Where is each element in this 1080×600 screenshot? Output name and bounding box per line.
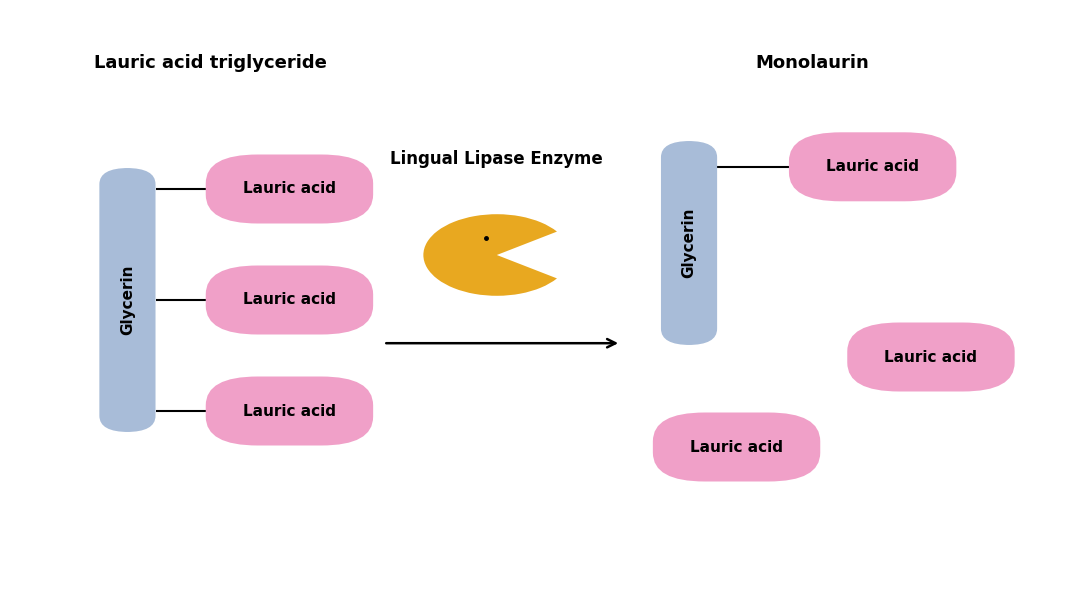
Text: Monolaurin: Monolaurin xyxy=(755,54,869,72)
FancyBboxPatch shape xyxy=(205,265,374,335)
FancyBboxPatch shape xyxy=(661,141,717,345)
FancyBboxPatch shape xyxy=(99,168,156,432)
FancyBboxPatch shape xyxy=(205,154,374,223)
Text: Lingual Lipase Enzyme: Lingual Lipase Enzyme xyxy=(391,150,603,168)
Text: Lauric acid: Lauric acid xyxy=(243,292,336,307)
Text: Lauric acid: Lauric acid xyxy=(826,159,919,174)
Text: Lauric acid: Lauric acid xyxy=(243,403,336,419)
Text: Lauric acid: Lauric acid xyxy=(690,439,783,455)
Text: Glycerin: Glycerin xyxy=(681,208,697,278)
Wedge shape xyxy=(423,214,557,296)
FancyBboxPatch shape xyxy=(652,413,821,481)
Text: Glycerin: Glycerin xyxy=(120,265,135,335)
Text: Lauric acid: Lauric acid xyxy=(885,349,977,364)
Text: Lauric acid: Lauric acid xyxy=(243,181,336,196)
FancyBboxPatch shape xyxy=(788,132,957,202)
Text: Lauric acid triglyceride: Lauric acid triglyceride xyxy=(94,54,327,72)
FancyBboxPatch shape xyxy=(847,323,1015,391)
FancyBboxPatch shape xyxy=(205,377,374,445)
